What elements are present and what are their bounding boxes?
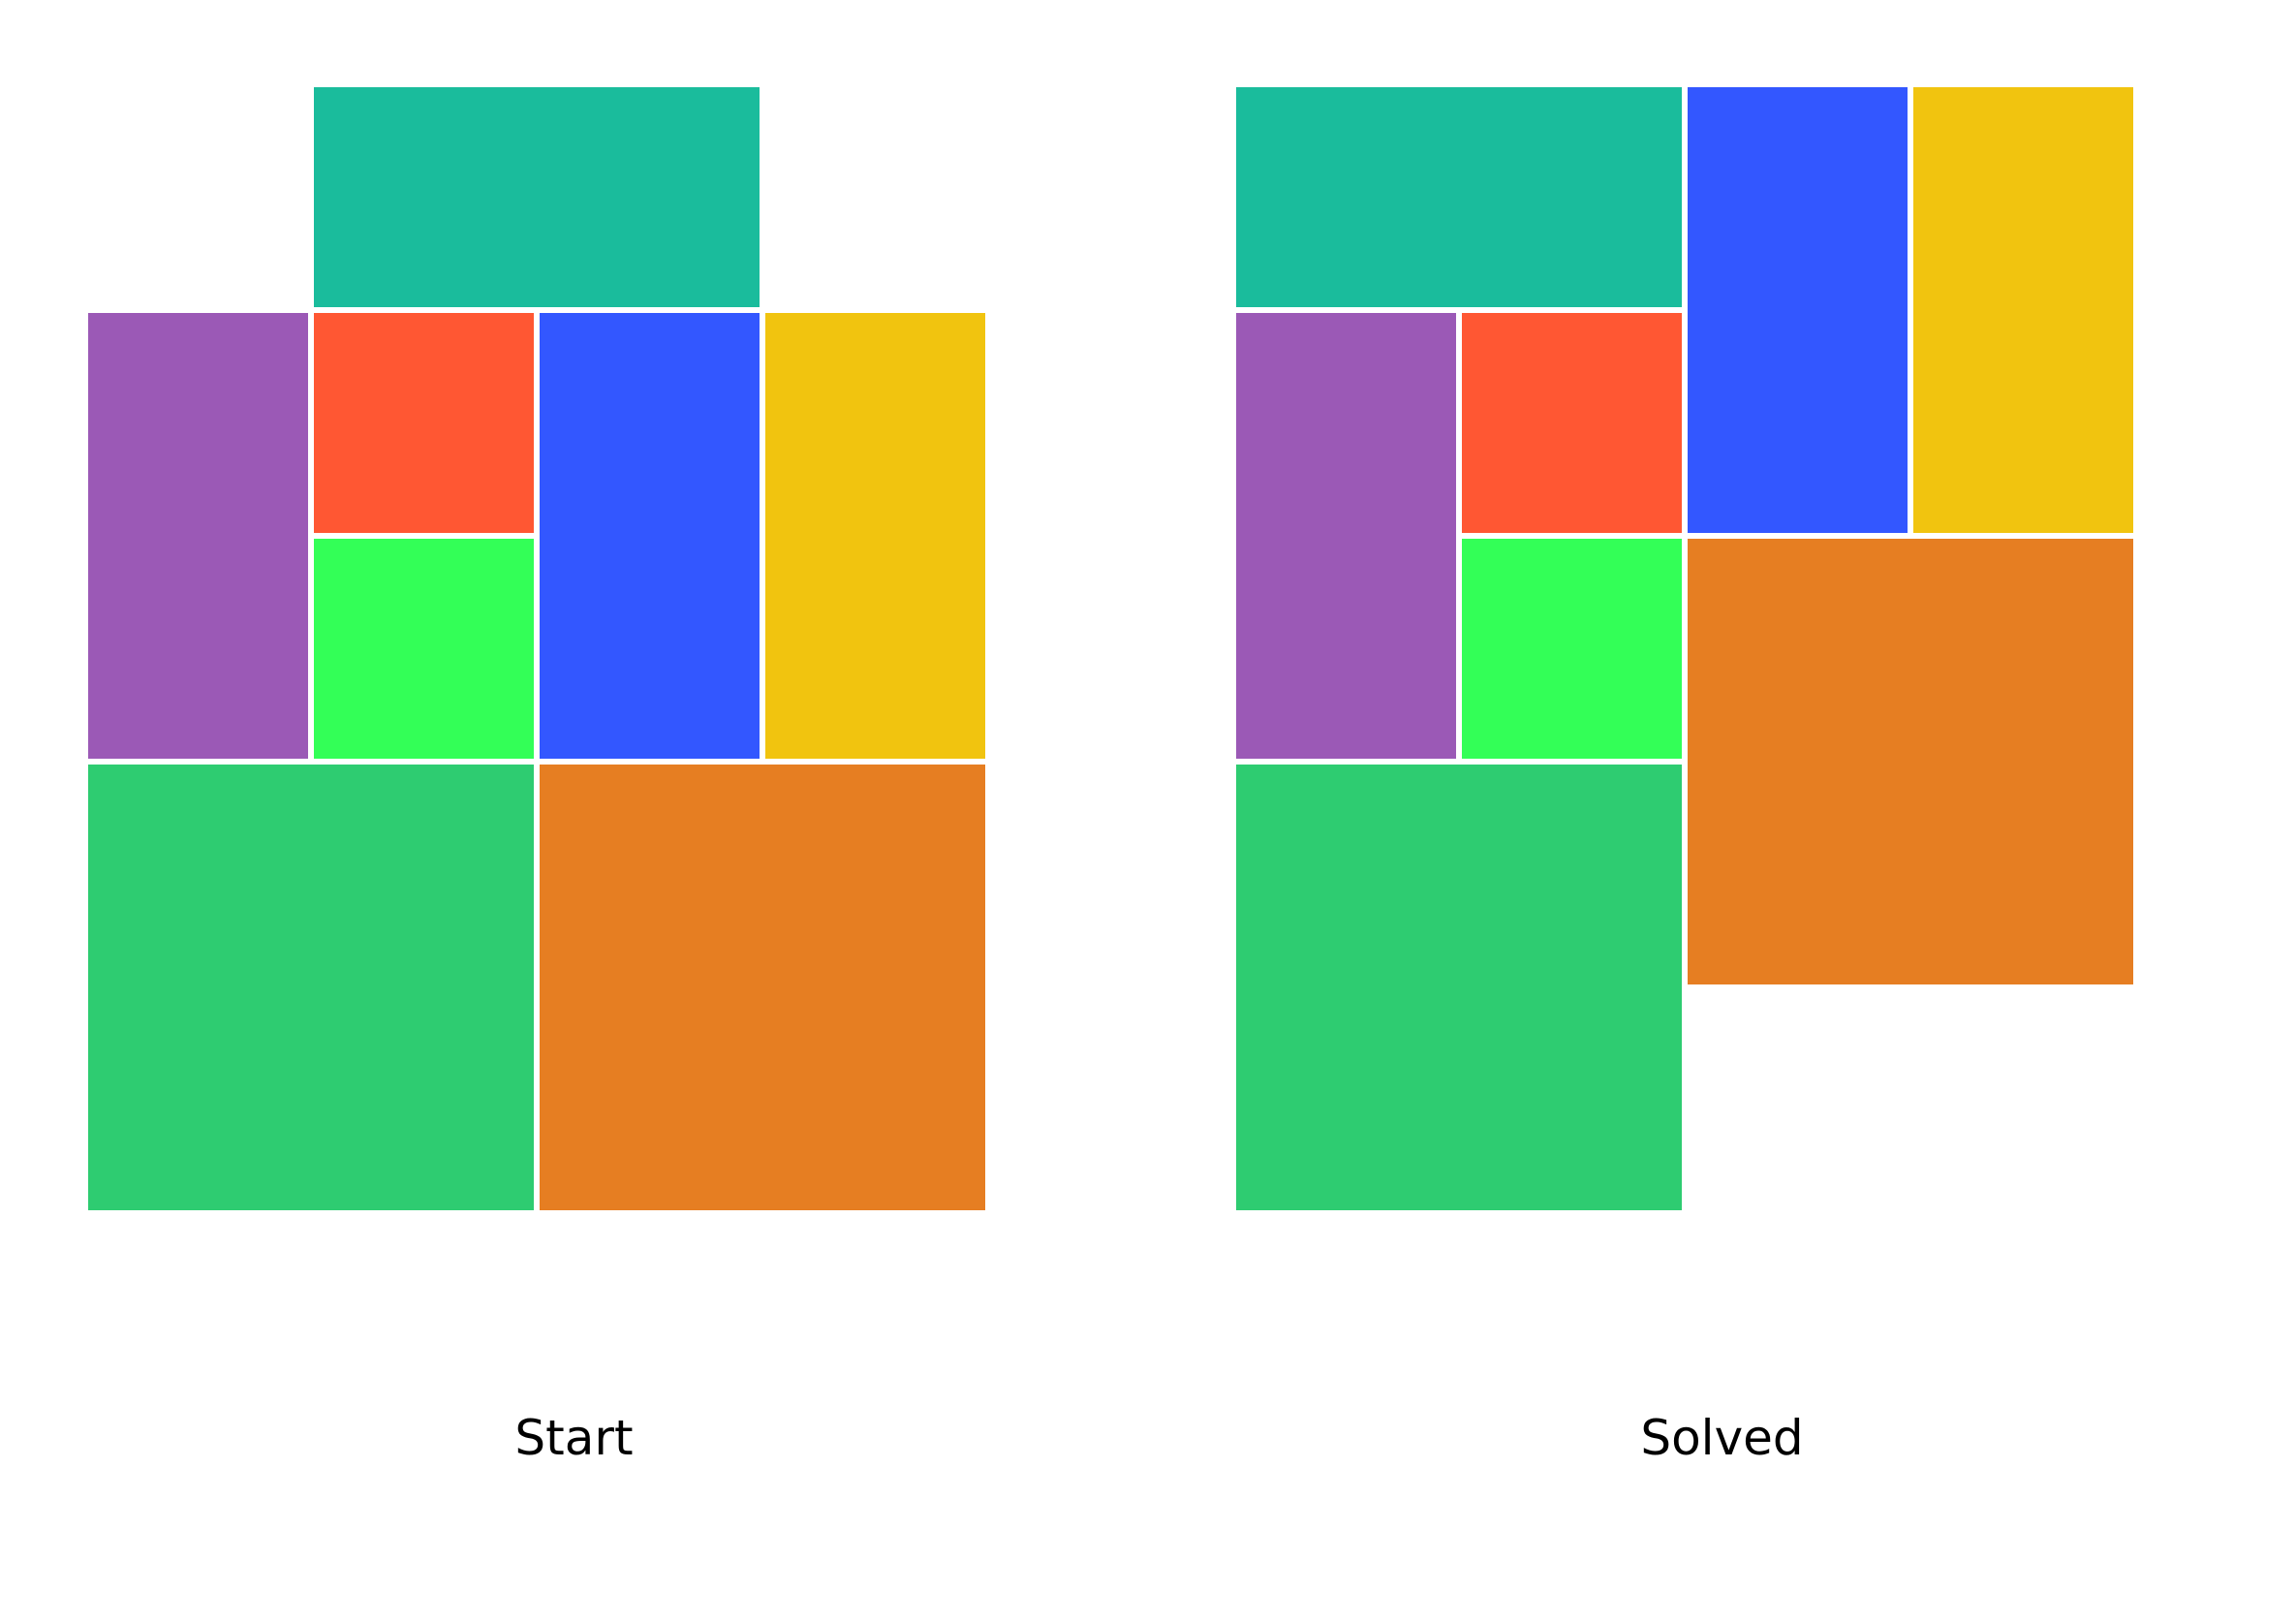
solved-yellow-block (1913, 87, 2133, 533)
solved-purple-block (1236, 313, 1456, 759)
start-board-label: Start (514, 1410, 634, 1466)
start-green-block[interactable] (88, 765, 534, 1210)
start-blue-block[interactable] (540, 313, 760, 759)
start-red-block[interactable] (314, 313, 534, 533)
start-purple-block[interactable] (88, 313, 308, 759)
solved-board: Solved (1148, 0, 2296, 1624)
solved-light-green-block (1462, 539, 1682, 759)
start-light-green-block[interactable] (314, 539, 534, 759)
start-yellow-block[interactable] (765, 313, 985, 759)
solved-red-block (1462, 313, 1682, 533)
solved-green-block (1236, 765, 1682, 1210)
start-board: Start (88, 87, 985, 1466)
solved-orange-block (1688, 539, 2133, 984)
solved-board-label: Solved (1640, 1410, 1804, 1466)
solved-teal-block (1236, 87, 1682, 307)
start-teal-block[interactable] (314, 87, 760, 307)
solved-blue-block (1688, 87, 1908, 533)
start-orange-block[interactable] (540, 765, 985, 1210)
